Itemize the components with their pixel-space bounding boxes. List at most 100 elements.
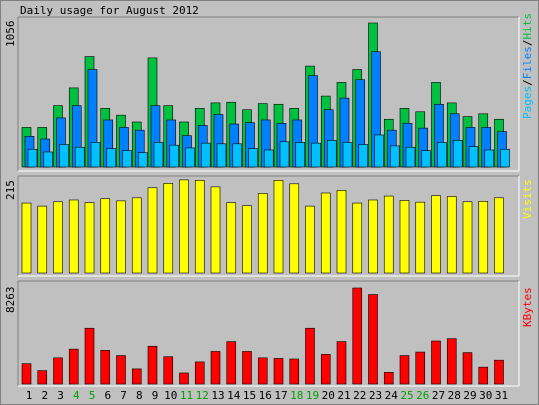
x-tick-label-day-26: 26 xyxy=(416,389,429,402)
bar-pages-day-29 xyxy=(468,146,479,168)
bar-kbytes-day-9 xyxy=(147,345,158,385)
bar-pages-day-1 xyxy=(27,148,38,168)
bar-pages-day-19 xyxy=(311,142,321,168)
bar-pages-day-3 xyxy=(59,144,69,168)
bar-pages-day-27 xyxy=(437,142,447,168)
bar-kbytes-day-24 xyxy=(383,372,394,385)
x-tick-label-day-23: 23 xyxy=(369,389,382,402)
bar-pages-day-24 xyxy=(389,145,400,168)
bar-kbytes-day-26 xyxy=(415,351,426,385)
bar-pages-day-26 xyxy=(421,150,432,168)
bar-pages-day-11 xyxy=(185,147,195,168)
bar-visits-day-17 xyxy=(273,180,284,274)
legend-sep1: / xyxy=(521,79,534,86)
bar-visits-day-16 xyxy=(257,193,268,274)
bar-visits-day-1 xyxy=(21,202,32,274)
bar-pages-day-17 xyxy=(279,141,290,168)
x-tick-label-day-17: 17 xyxy=(274,389,287,402)
bar-visits-day-23 xyxy=(368,199,378,274)
kbytes-legend: KBytes xyxy=(521,287,534,327)
bar-visits-day-10 xyxy=(163,183,174,274)
visits-legend: Visits xyxy=(521,179,534,219)
x-tick-label-day-11: 11 xyxy=(180,389,193,402)
bar-pages-day-18 xyxy=(295,142,306,168)
bar-kbytes-day-23 xyxy=(368,294,378,385)
bar-pages-day-6 xyxy=(106,148,117,168)
x-tick-label-day-4: 4 xyxy=(73,389,80,402)
bar-kbytes-day-20 xyxy=(320,354,331,385)
bar-kbytes-day-14 xyxy=(226,341,237,385)
bar-pages-day-5 xyxy=(90,142,101,168)
bar-pages-day-12 xyxy=(200,142,211,168)
bar-pages-day-16 xyxy=(263,149,274,168)
bar-visits-day-26 xyxy=(415,201,426,274)
bar-kbytes-day-6 xyxy=(100,350,111,385)
bar-visits-day-30 xyxy=(478,200,489,274)
bar-kbytes-day-15 xyxy=(242,351,252,385)
chart-title: Daily usage for August 2012 xyxy=(20,4,199,17)
hits-legend: Pages/Files/Hits xyxy=(521,13,534,119)
bar-pages-day-15 xyxy=(248,148,258,168)
x-tick-label-day-28: 28 xyxy=(448,389,461,402)
bar-kbytes-day-25 xyxy=(399,355,410,385)
x-tick-label-day-31: 31 xyxy=(495,389,508,402)
bar-kbytes-day-18 xyxy=(289,358,300,385)
bar-visits-day-4 xyxy=(68,199,79,274)
bar-pages-day-31 xyxy=(500,148,510,168)
bar-visits-day-11 xyxy=(179,179,189,274)
x-tick-label-day-15: 15 xyxy=(243,389,256,402)
kbytes-ymax-label: 8263 xyxy=(4,287,17,314)
bar-kbytes-day-2 xyxy=(37,370,48,385)
x-tick-label-day-3: 3 xyxy=(57,389,64,402)
bar-pages-day-2 xyxy=(43,151,54,168)
x-tick-label-day-6: 6 xyxy=(104,389,111,402)
hits-ymax-label: 1056 xyxy=(4,21,17,48)
x-tick-label-day-1: 1 xyxy=(26,389,33,402)
bar-kbytes-day-7 xyxy=(116,355,126,385)
bar-pages-day-20 xyxy=(326,140,337,168)
bar-kbytes-day-22 xyxy=(352,287,363,385)
legend-sep2: / xyxy=(521,40,534,47)
bar-visits-day-5 xyxy=(84,202,95,274)
x-tick-label-day-21: 21 xyxy=(337,389,350,402)
x-tick-label-day-2: 2 xyxy=(41,389,48,402)
bar-pages-day-4 xyxy=(74,146,85,168)
x-tick-label-day-27: 27 xyxy=(432,389,445,402)
bar-pages-day-8 xyxy=(137,152,148,168)
bar-visits-day-22 xyxy=(352,202,363,274)
bar-kbytes-day-29 xyxy=(462,352,473,385)
bar-visits-day-3 xyxy=(53,201,63,274)
bar-visits-day-31 xyxy=(494,197,504,274)
bar-pages-day-7 xyxy=(122,150,132,168)
bar-visits-day-15 xyxy=(242,205,252,274)
bar-kbytes-day-12 xyxy=(194,361,205,385)
bar-visits-day-25 xyxy=(399,200,410,274)
bar-visits-day-2 xyxy=(37,205,48,274)
bar-pages-day-21 xyxy=(342,142,353,168)
bar-visits-day-14 xyxy=(226,202,237,274)
x-tick-label-day-30: 30 xyxy=(479,389,492,402)
x-tick-label-day-18: 18 xyxy=(290,389,303,402)
bar-kbytes-day-10 xyxy=(163,356,174,385)
bar-kbytes-day-5 xyxy=(84,327,95,385)
bar-pages-day-25 xyxy=(405,146,416,168)
bar-kbytes-day-4 xyxy=(68,348,79,385)
bar-kbytes-day-13 xyxy=(210,351,221,385)
bar-visits-day-13 xyxy=(210,186,221,274)
bar-visits-day-12 xyxy=(194,180,205,274)
bar-pages-day-28 xyxy=(452,140,463,168)
visits-ymax-label: 215 xyxy=(4,180,17,200)
x-tick-label-day-7: 7 xyxy=(120,389,127,402)
bar-visits-day-6 xyxy=(100,198,111,274)
bar-pages-day-14 xyxy=(232,143,243,168)
bar-visits-day-28 xyxy=(446,196,457,274)
bar-visits-day-7 xyxy=(116,200,126,274)
bar-kbytes-day-11 xyxy=(179,372,189,385)
x-tick-label-day-24: 24 xyxy=(385,389,399,402)
bar-pages-day-30 xyxy=(484,149,495,168)
x-tick-label-day-22: 22 xyxy=(353,389,366,402)
bar-pages-day-10 xyxy=(169,144,180,168)
bar-pages-day-22 xyxy=(358,144,369,168)
